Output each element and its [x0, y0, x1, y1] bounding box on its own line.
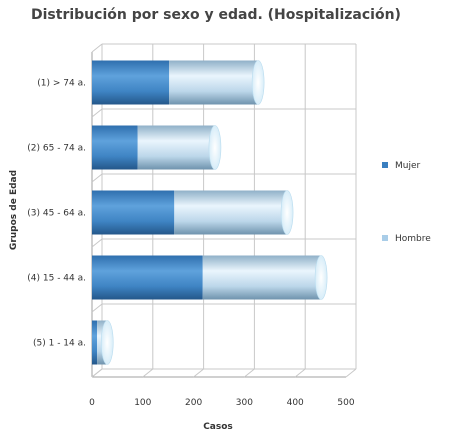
category-label-0: (1) > 74 a. — [37, 79, 86, 89]
category-labels: (1) > 74 a. (2) 65 - 74 a. (3) 45 - 64 a. (… — [27, 79, 86, 349]
x-axis-label: Casos — [203, 422, 233, 432]
legend-label-hombre: Hombre — [395, 234, 431, 244]
bar-0-4 — [92, 320, 98, 365]
bar-1-0 — [169, 60, 259, 105]
legend-swatch-hombre — [382, 235, 388, 241]
grid-diag-y-0 — [91, 43, 103, 53]
bars-layer — [92, 60, 328, 365]
x-tick-label-1: 100 — [134, 398, 151, 408]
grid-diag-x-3 — [244, 368, 255, 378]
bar-cap-1 — [208, 125, 222, 170]
bar-cap-2 — [280, 190, 294, 235]
category-label-4: (5) 1 - 14 a. — [33, 339, 86, 349]
grid-diag-y-5 — [91, 368, 103, 378]
grid-diag-x-5 — [345, 368, 357, 378]
bar-1-1 — [137, 125, 215, 170]
legend-item-hombre[interactable]: Hombre — [382, 234, 431, 244]
bar-0-0 — [92, 60, 170, 105]
legend: Mujer Hombre — [382, 161, 431, 244]
x-tick-label-2: 200 — [185, 398, 202, 408]
x-tick-label-4: 400 — [287, 398, 304, 408]
category-label-3: (4) 15 - 44 a. — [27, 274, 86, 284]
legend-item-mujer[interactable]: Mujer — [382, 161, 421, 171]
grid-diag-x-1 — [142, 368, 154, 378]
bar-0-2 — [92, 190, 175, 235]
bar-1-2 — [174, 190, 288, 235]
y-axis-label: Grupos de Edad — [9, 170, 19, 250]
x-tick-label-5: 500 — [337, 398, 354, 408]
chart-title: Distribución por sexo y edad. (Hospitali… — [31, 7, 401, 23]
x-tick-label-0: 0 — [89, 398, 95, 408]
category-label-2: (3) 45 - 64 a. — [27, 209, 86, 219]
x-tick-label-3: 300 — [236, 398, 253, 408]
bar-cap-0 — [251, 60, 265, 105]
grid-diag-x-4 — [294, 368, 306, 378]
legend-swatch-mujer — [382, 162, 388, 168]
bar-cap-4 — [100, 320, 114, 365]
grid-diag-x-2 — [193, 368, 204, 378]
bar-0-3 — [92, 255, 203, 300]
x-tick-labels: 0 100 200 300 400 500 — [89, 398, 355, 408]
grid-diag-y-1 — [91, 108, 103, 118]
bar-1-3 — [202, 255, 322, 300]
category-label-1: (2) 65 - 74 a. — [27, 144, 86, 154]
grid-diag-y-4 — [91, 303, 103, 313]
grid-diag-y-3 — [91, 238, 103, 248]
bar-0-1 — [92, 125, 138, 170]
legend-label-mujer: Mujer — [395, 161, 421, 171]
grid-diag-y-2 — [91, 173, 103, 183]
bar-cap-3 — [314, 255, 328, 300]
